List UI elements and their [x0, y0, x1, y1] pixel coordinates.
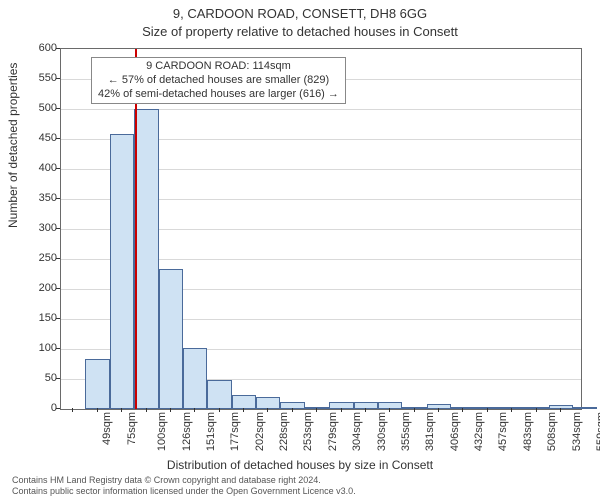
x-tick-label: 406sqm: [449, 412, 461, 451]
chart-title-line2: Size of property relative to detached ho…: [0, 24, 600, 39]
x-tick-label: 100sqm: [156, 412, 168, 451]
y-tick-label: 100: [17, 342, 57, 354]
x-tick-label: 151sqm: [205, 412, 217, 451]
x-tick-label: 508sqm: [546, 412, 558, 451]
x-tick-label: 279sqm: [327, 412, 339, 451]
y-tick-label: 350: [17, 192, 57, 204]
chart-container: 9, CARDOON ROAD, CONSETT, DH8 6GG Size o…: [0, 0, 600, 500]
x-tick-label: 202sqm: [254, 412, 266, 451]
footer-line2: Contains public sector information licen…: [12, 486, 356, 496]
histogram-bar: [573, 407, 597, 409]
x-tick-label: 381sqm: [424, 412, 436, 451]
x-tick-label: 228sqm: [278, 412, 290, 451]
x-tick-label: 483sqm: [522, 412, 534, 451]
y-tick-label: 250: [17, 252, 57, 264]
y-tick-label: 150: [17, 312, 57, 324]
y-tick-label: 500: [17, 102, 57, 114]
x-tick-label: 177sqm: [229, 412, 241, 451]
x-tick-label: 253sqm: [303, 412, 315, 451]
info-line2: ← 57% of detached houses are smaller (82…: [98, 74, 339, 88]
histogram-bar: [134, 109, 158, 409]
y-tick-label: 0: [17, 402, 57, 414]
histogram-bar: [207, 380, 231, 409]
x-tick-label: 330sqm: [376, 412, 388, 451]
x-tick-label: 304sqm: [351, 412, 363, 451]
x-tick-label: 75sqm: [126, 412, 138, 445]
y-tick-label: 200: [17, 282, 57, 294]
chart-title-line1: 9, CARDOON ROAD, CONSETT, DH8 6GG: [0, 6, 600, 21]
histogram-bar: [159, 269, 183, 409]
y-tick-label: 450: [17, 132, 57, 144]
x-tick-label: 355sqm: [400, 412, 412, 451]
x-tick-label: 49sqm: [101, 412, 113, 445]
y-tick-label: 550: [17, 72, 57, 84]
y-tick-label: 600: [17, 42, 57, 54]
histogram-bar: [85, 359, 109, 409]
info-box: 9 CARDOON ROAD: 114sqm← 57% of detached …: [91, 57, 346, 104]
x-tick-label: 559sqm: [595, 412, 600, 451]
histogram-bar: [183, 348, 207, 409]
histogram-bar: [110, 134, 134, 409]
x-tick-label: 126sqm: [181, 412, 193, 451]
y-tick-label: 300: [17, 222, 57, 234]
x-axis-label: Distribution of detached houses by size …: [0, 458, 600, 472]
info-line1: 9 CARDOON ROAD: 114sqm: [98, 60, 339, 74]
x-tick-label: 432sqm: [473, 412, 485, 451]
x-tick-label: 534sqm: [571, 412, 583, 451]
plot-area: 9 CARDOON ROAD: 114sqm← 57% of detached …: [60, 48, 582, 410]
histogram-bar: [232, 395, 256, 409]
y-tick-label: 400: [17, 162, 57, 174]
y-tick-label: 50: [17, 372, 57, 384]
footer-text: Contains HM Land Registry data © Crown c…: [12, 475, 356, 496]
footer-line1: Contains HM Land Registry data © Crown c…: [12, 475, 356, 485]
x-tick-label: 457sqm: [498, 412, 510, 451]
info-line3: 42% of semi-detached houses are larger (…: [98, 88, 339, 102]
